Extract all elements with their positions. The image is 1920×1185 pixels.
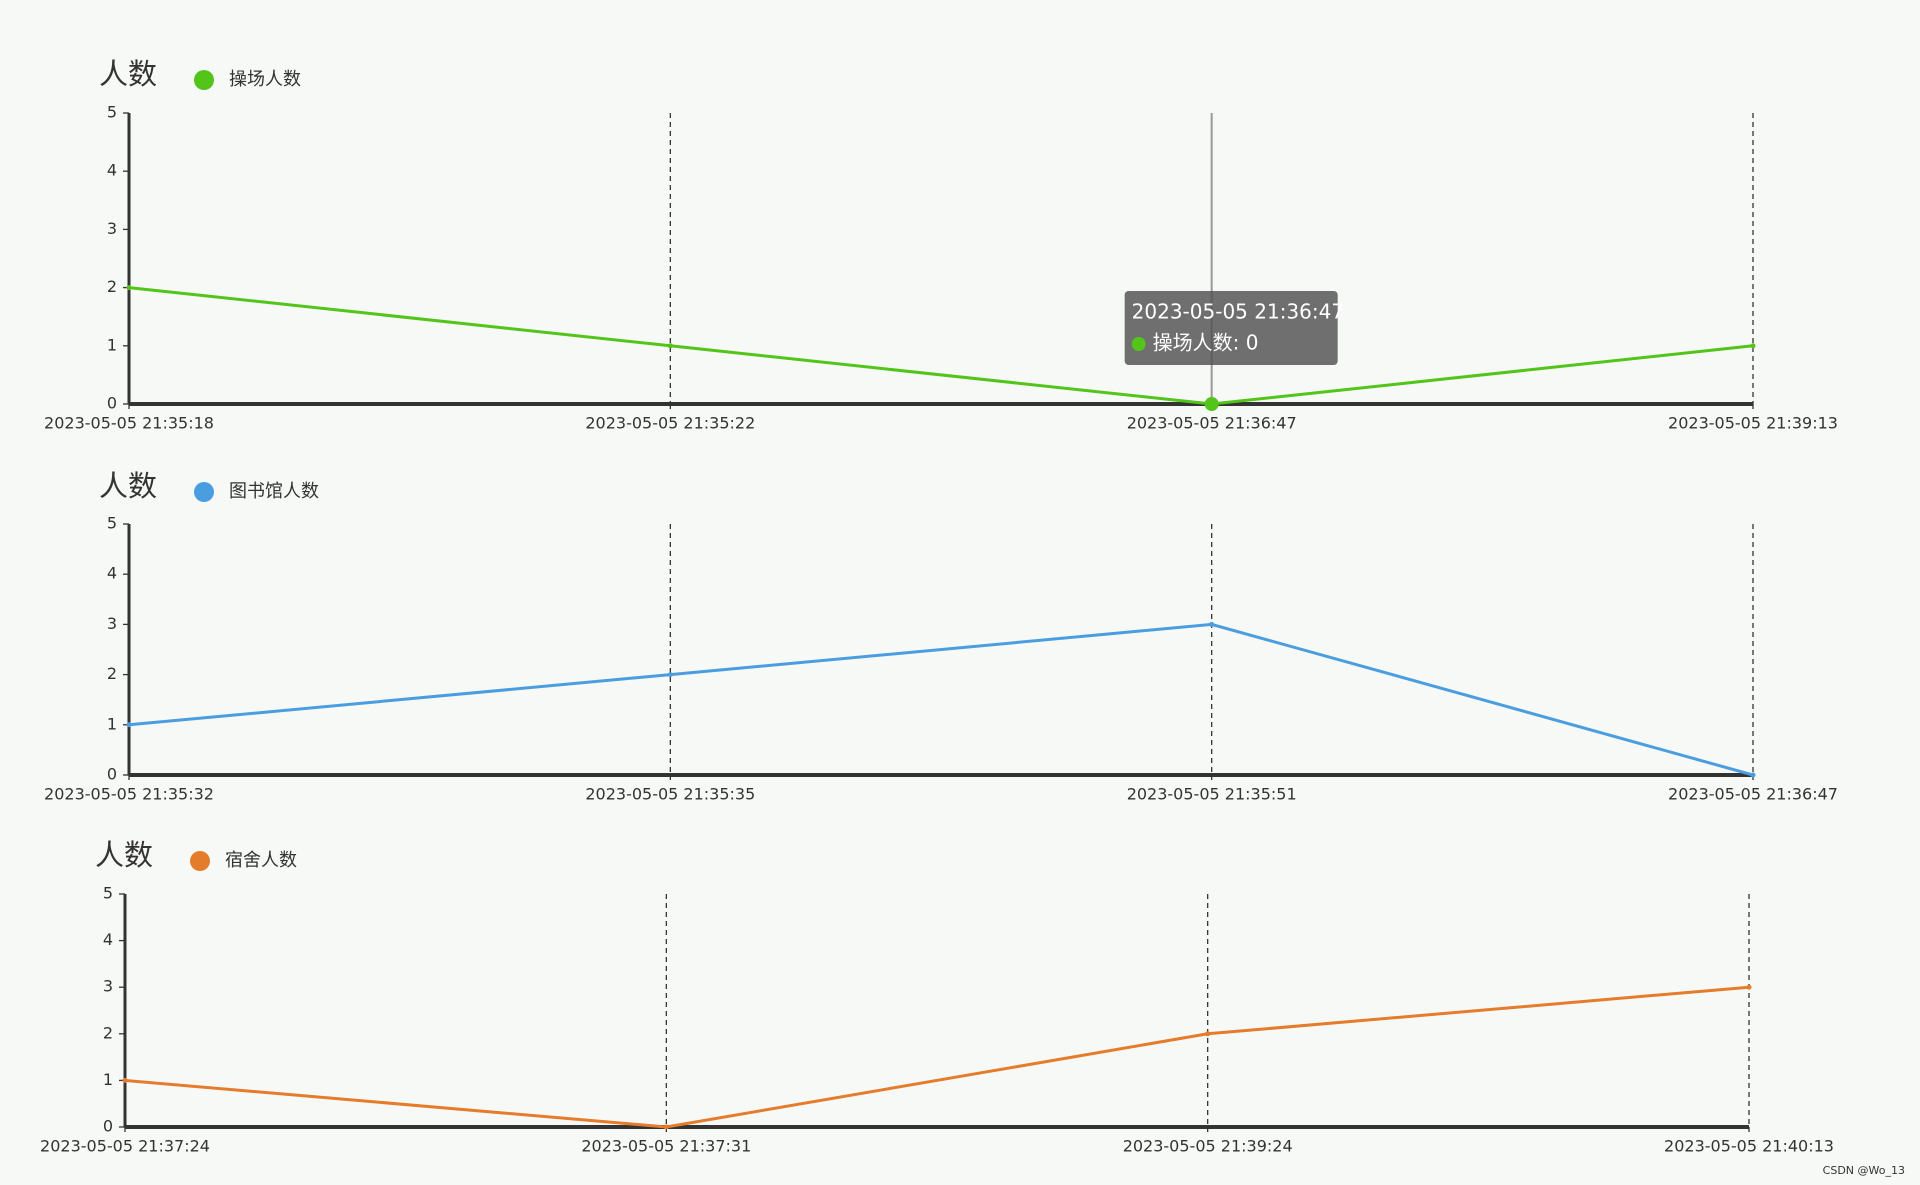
y-tick-label: 1 [107,714,117,733]
point [1746,984,1752,990]
y-axis-title: 人数 [99,57,157,91]
y-tick-label: 2 [107,664,117,683]
legend-swatch [194,482,214,502]
x-tick-label: 2023-05-05 21:35:35 [585,785,755,804]
x-tick-label: 2023-05-05 21:39:24 [1123,1137,1293,1156]
y-tick-label: 3 [107,219,117,238]
y-tick-label: 2 [107,277,117,296]
legend-label: 图书馆人数 [229,481,319,502]
series-line [128,622,1754,777]
x-tick-label: 2023-05-05 21:36:47 [1668,785,1838,804]
x-tick-label: 2023-05-05 21:37:24 [40,1137,210,1156]
legend-label: 操场人数 [229,69,301,90]
x-tick-label: 2023-05-05 21:35:18 [44,414,214,433]
x-tick-label: 2023-05-05 21:35:32 [44,785,214,804]
x-tick-label: 2023-05-05 21:35:22 [585,414,755,433]
x-tick-label: 2023-05-05 21:35:51 [1127,785,1297,804]
point [1205,1031,1211,1037]
y-axis-title: 人数 [99,469,157,503]
point [1750,343,1756,349]
x-tick-label: 2023-05-05 21:39:13 [1668,414,1838,433]
point [663,1124,669,1130]
x-tick-label: 2023-05-05 21:40:13 [1664,1137,1834,1156]
y-tick-label: 1 [107,335,117,354]
point [1750,772,1756,778]
legend-label: 宿舍人数 [225,850,297,871]
y-tick-label: 0 [107,394,117,413]
x-tick-label: 2023-05-05 21:37:31 [581,1137,751,1156]
watermark: CSDN @Wo_13 [1823,1164,1905,1177]
point [667,672,673,678]
y-tick-label: 3 [103,977,113,996]
point [126,285,132,291]
y-tick-label: 1 [103,1070,113,1089]
x-tick-label: 2023-05-05 21:36:47 [1127,414,1297,433]
series-line [124,985,1750,1129]
y-tick-label: 4 [107,161,117,180]
y-tick-label: 3 [107,614,117,633]
series-line [128,286,1754,406]
tooltip-swatch [1131,337,1146,351]
y-tick-label: 4 [107,564,117,583]
y-tick-label: 5 [107,514,117,533]
y-tick-label: 2 [103,1023,113,1042]
tooltip-title: 2023-05-05 21:36:47 [1132,300,1344,324]
y-axis-title: 人数 [95,838,153,872]
highlight-point [1204,397,1219,411]
point [126,722,132,728]
point [1209,621,1215,627]
legend-swatch [194,70,214,90]
legend-swatch [190,851,210,871]
point [667,343,673,349]
tooltip-text: 操场人数: 0 [1153,331,1259,355]
y-tick-label: 4 [103,930,113,949]
tooltip-box [1124,291,1338,365]
point [122,1077,128,1083]
y-tick-label: 0 [107,765,117,784]
y-tick-label: 0 [103,1117,113,1136]
y-tick-label: 5 [103,884,113,903]
y-tick-label: 5 [107,103,117,122]
